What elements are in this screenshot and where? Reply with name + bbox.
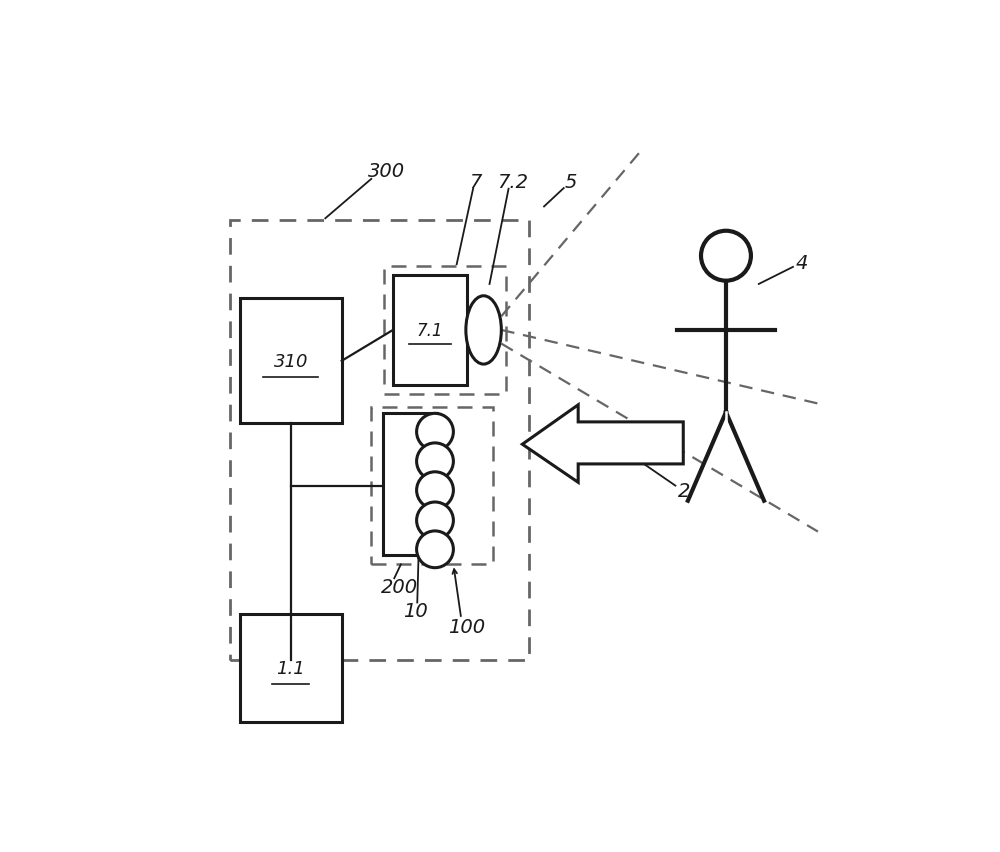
Text: 100: 100 [448,618,485,636]
Text: 7.2: 7.2 [497,173,528,192]
Bar [230,221,529,659]
Polygon shape [522,406,683,483]
Text: 10: 10 [403,602,428,620]
Text: 7: 7 [469,173,481,192]
Bar [384,266,506,394]
Ellipse shape [466,296,501,365]
Text: 1.1: 1.1 [276,659,305,677]
Bar [371,407,493,565]
Text: 2: 2 [678,481,691,500]
Bar [240,299,342,423]
Bar [240,614,342,722]
Bar [393,275,467,386]
Circle shape [417,503,453,539]
Text: 7.1: 7.1 [416,321,443,340]
Circle shape [417,443,453,481]
Text: 300: 300 [368,162,405,181]
Circle shape [701,232,751,281]
Circle shape [417,472,453,509]
Bar [383,414,437,555]
Circle shape [417,414,453,451]
Text: 200: 200 [381,577,418,596]
Text: 4: 4 [795,254,808,273]
Text: 310: 310 [274,353,308,371]
Circle shape [417,532,453,568]
Text: 5: 5 [564,173,576,192]
